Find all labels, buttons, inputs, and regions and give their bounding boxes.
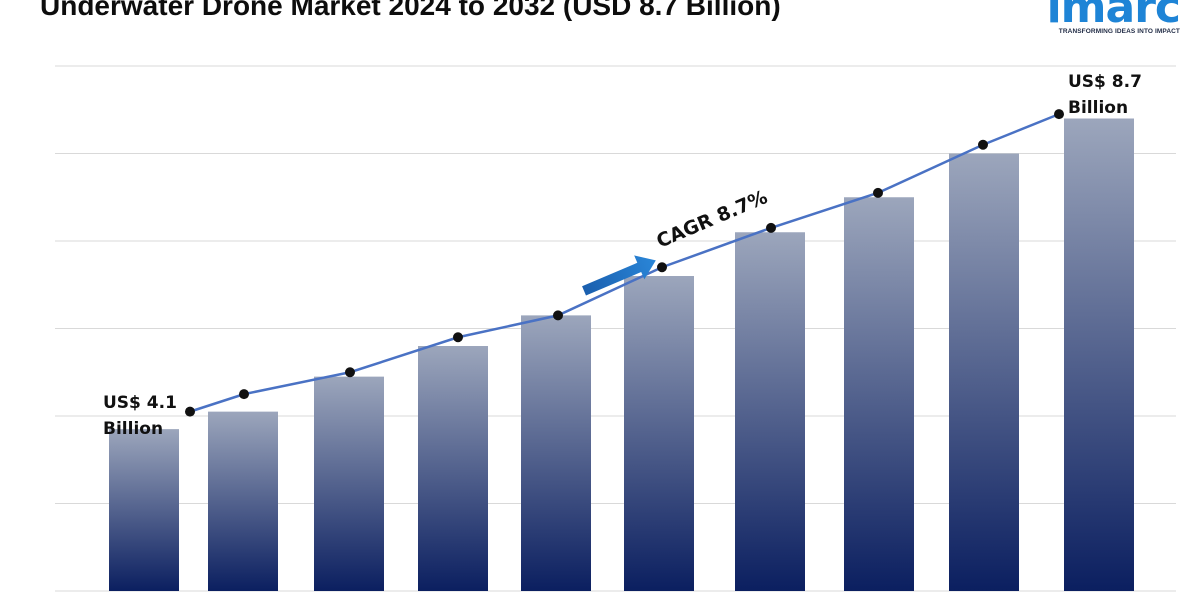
bar xyxy=(624,276,694,591)
trend-point xyxy=(657,262,667,273)
bar xyxy=(314,376,384,591)
bar xyxy=(949,153,1019,591)
imarc-logo: imarc TRANSFORMING IDEAS INTO IMPACT xyxy=(1030,0,1181,40)
logo-tagline: TRANSFORMING IDEAS INTO IMPACT xyxy=(1058,28,1180,35)
chart-title: Underwater Drone Market 2024 to 2032 (US… xyxy=(40,0,781,21)
trend-point xyxy=(873,187,883,198)
bar xyxy=(418,346,488,591)
trend-point xyxy=(553,310,563,321)
start-value-line1: US$ 4.1 xyxy=(103,393,177,413)
trend-point xyxy=(239,389,249,400)
bar xyxy=(208,411,278,591)
end-value-line1: US$ 8.7 xyxy=(1068,72,1142,92)
bar xyxy=(1064,118,1134,591)
bar xyxy=(735,232,805,591)
trend-point xyxy=(978,139,988,150)
trend-point xyxy=(453,332,463,343)
trend-point xyxy=(345,367,355,378)
trend-point xyxy=(1054,109,1064,120)
cagr-arrow-icon xyxy=(582,255,656,296)
bars xyxy=(109,118,1134,591)
start-value-line2: Billion xyxy=(103,419,163,439)
trend-line-group xyxy=(185,109,1064,417)
trend-point xyxy=(185,406,195,417)
bar xyxy=(521,315,591,591)
trend-point xyxy=(766,222,776,233)
bar xyxy=(844,197,914,591)
logo-brand: imarc xyxy=(1046,0,1181,33)
bar xyxy=(109,429,179,591)
trend-line xyxy=(189,112,1060,413)
end-value-line2: Billion xyxy=(1068,98,1128,118)
